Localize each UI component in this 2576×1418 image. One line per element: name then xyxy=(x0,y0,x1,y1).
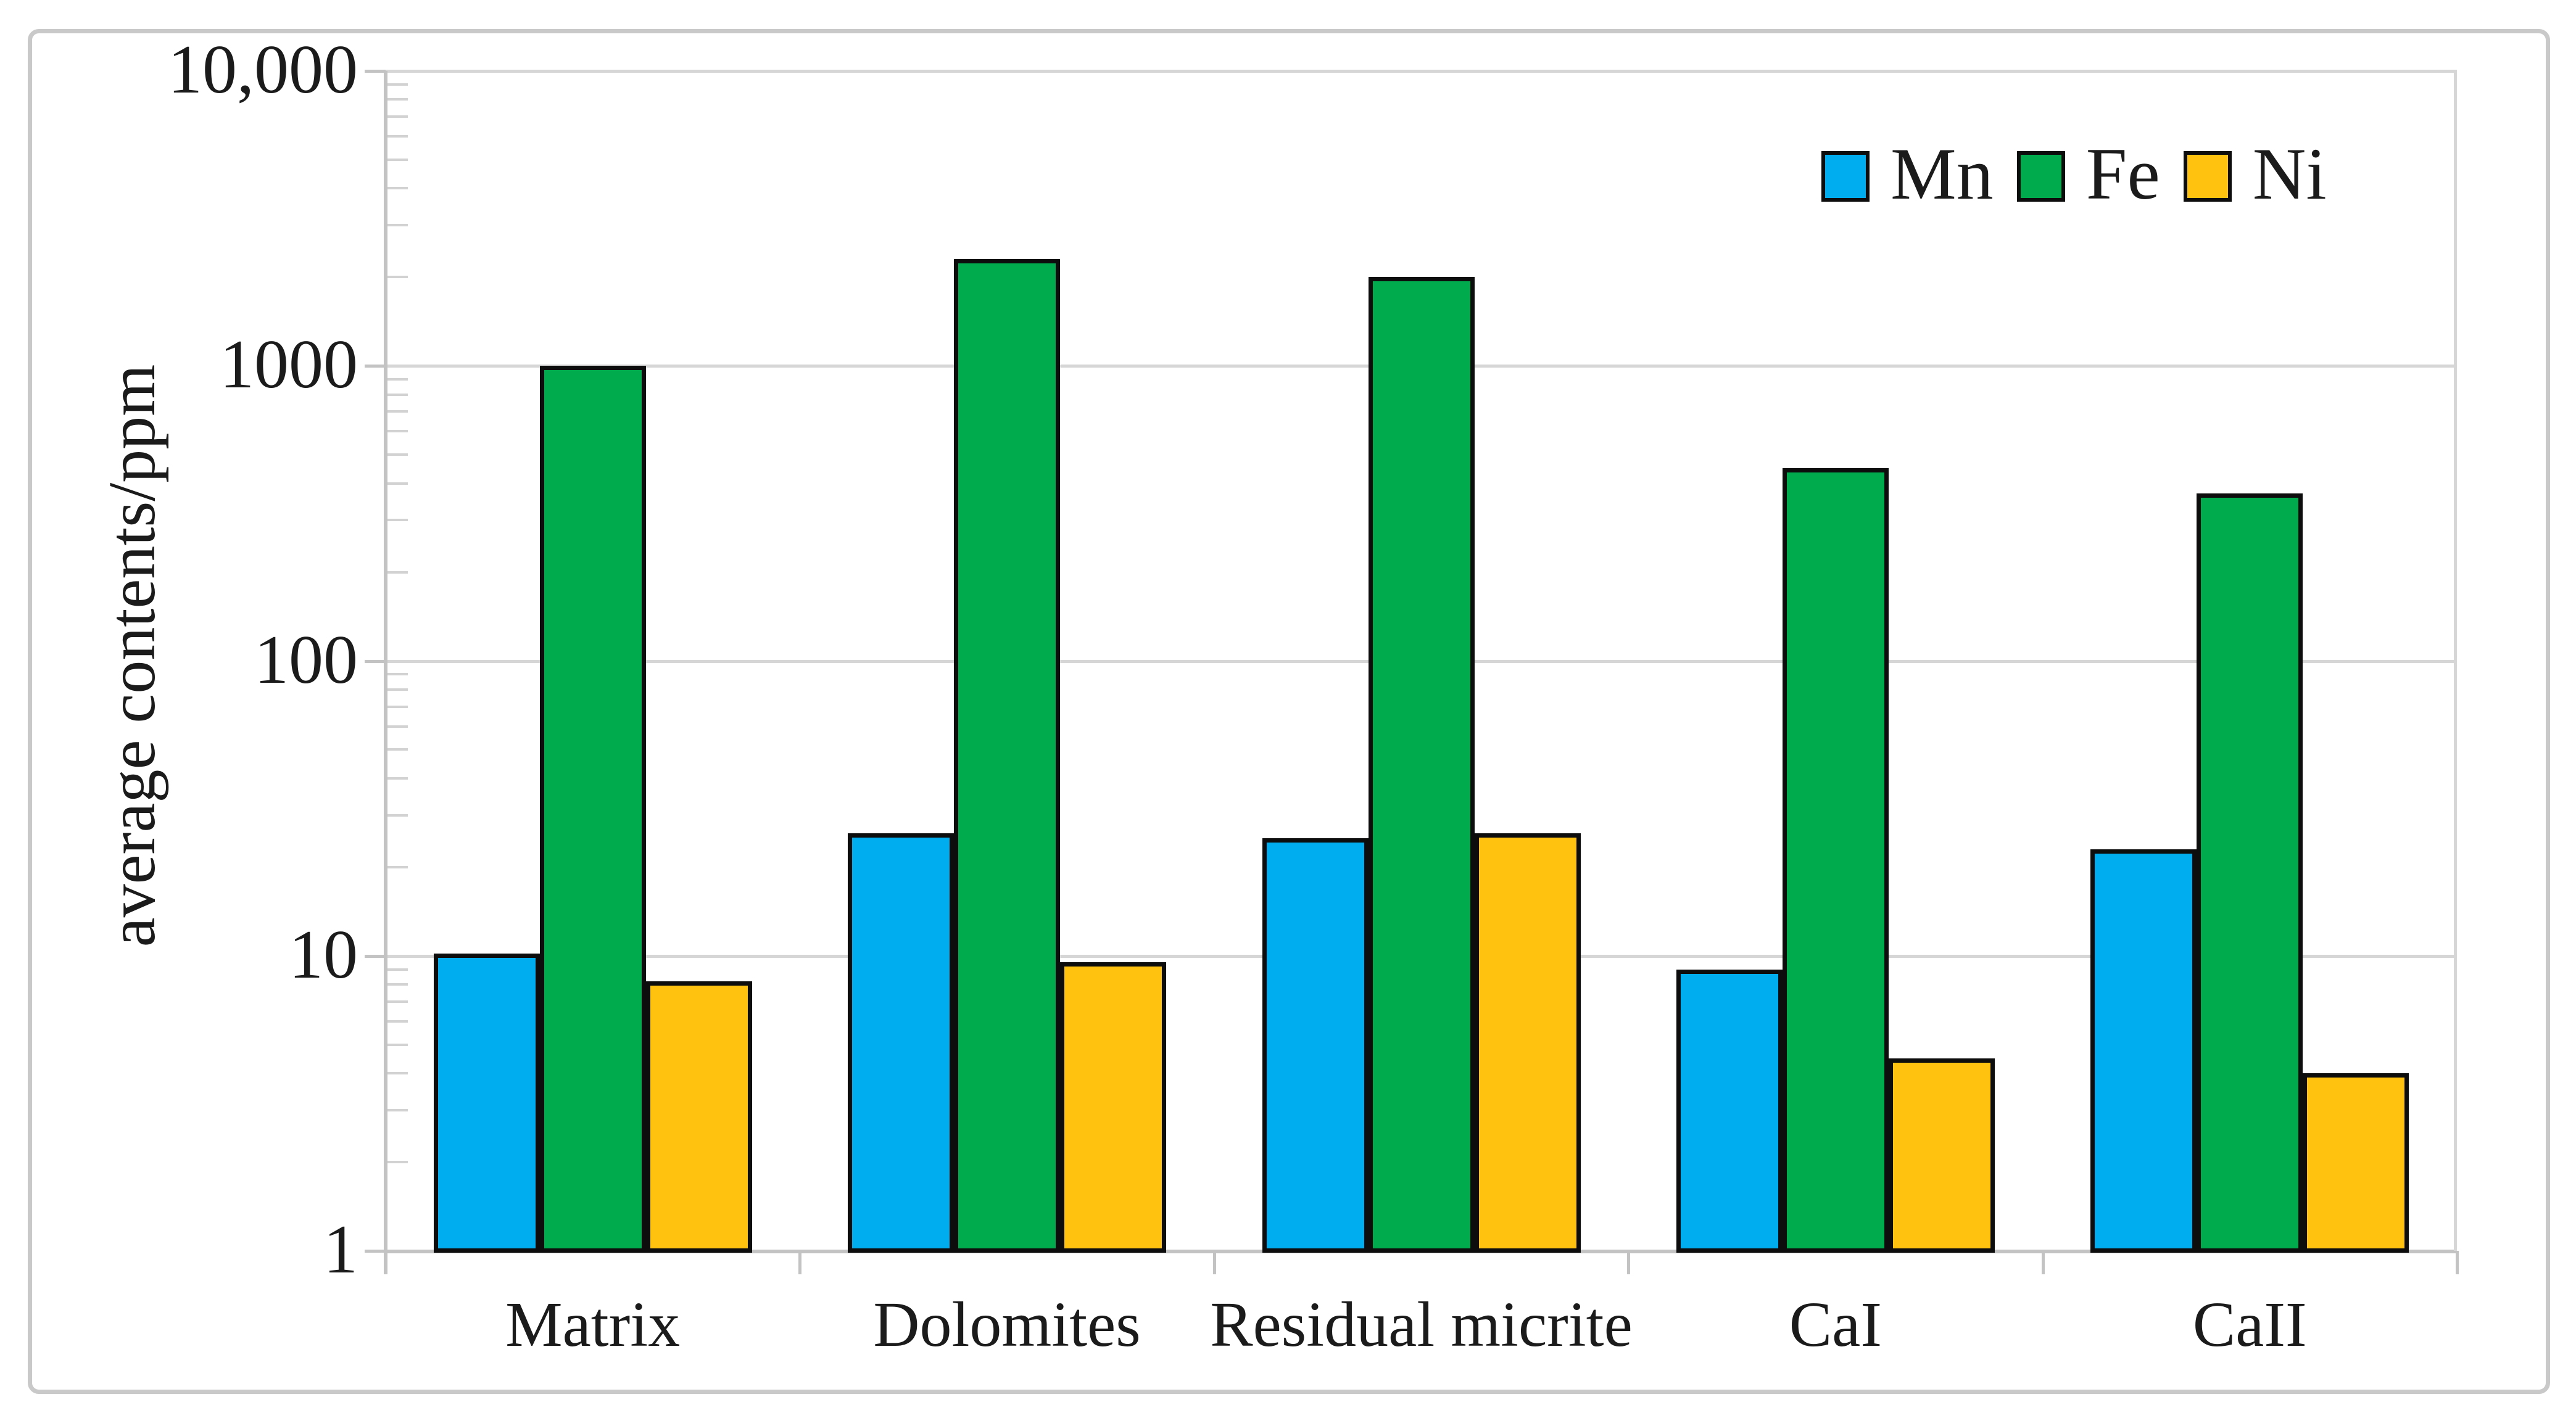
legend-swatch-mn xyxy=(1821,151,1870,202)
bar-ni-caii xyxy=(2303,1073,2409,1253)
y-minor-tick xyxy=(386,705,408,708)
x-axis-tick xyxy=(384,1251,387,1274)
legend-label-ni: Ni xyxy=(2252,133,2327,215)
bar-fe-residual-micrite xyxy=(1368,277,1475,1253)
y-minor-tick xyxy=(386,968,408,971)
y-minor-tick xyxy=(386,1161,408,1164)
bar-mn-dolomites xyxy=(848,833,955,1253)
y-minor-tick xyxy=(386,158,408,161)
bar-ni-matrix xyxy=(645,981,752,1253)
x-axis-tick xyxy=(798,1251,802,1274)
y-minor-tick xyxy=(386,1020,408,1023)
y-minor-tick xyxy=(386,983,408,986)
plot-right-border xyxy=(2454,71,2457,1251)
y-minor-tick xyxy=(386,410,408,413)
x-category-label-matrix: Matrix xyxy=(505,1289,681,1360)
y-minor-tick xyxy=(386,725,408,728)
y-major-tick-100 xyxy=(365,659,386,663)
y-minor-tick xyxy=(386,115,408,118)
y-minor-tick xyxy=(386,83,408,86)
y-minor-tick xyxy=(386,1043,408,1046)
x-axis-tick xyxy=(1212,1251,1216,1274)
legend-swatch-ni xyxy=(2183,151,2232,202)
legend-item-ni: Ni xyxy=(2183,133,2327,216)
y-minor-tick xyxy=(386,688,408,691)
y-minor-tick xyxy=(386,814,408,817)
gridline-10000 xyxy=(386,70,2457,73)
y-minor-tick xyxy=(386,571,408,574)
y-minor-tick xyxy=(386,777,408,780)
bar-fe-cai xyxy=(1782,468,1889,1253)
legend-item-mn: Mn xyxy=(1821,137,1994,216)
bar-ni-residual-micrite xyxy=(1474,833,1581,1253)
legend-item-fe: Fe xyxy=(2016,133,2160,216)
y-minor-tick xyxy=(386,378,408,381)
legend: Mn Fe Ni xyxy=(1821,137,2327,216)
y-minor-tick xyxy=(386,482,408,485)
y-minor-tick xyxy=(386,135,408,138)
x-category-label-residual-micrite: Residual micrite xyxy=(1210,1289,1633,1360)
y-minor-tick xyxy=(386,224,408,227)
y-minor-tick xyxy=(386,393,408,396)
y-minor-tick xyxy=(386,1108,408,1111)
y-minor-tick xyxy=(386,1072,408,1075)
y-tick-label-10000: 10,000 xyxy=(168,31,358,108)
legend-label-fe: Fe xyxy=(2085,133,2160,215)
x-category-label-caii: CaII xyxy=(2192,1289,2307,1360)
y-minor-tick xyxy=(386,430,408,433)
y-tick-label-10: 10 xyxy=(289,916,358,993)
bar-mn-residual-micrite xyxy=(1262,838,1369,1253)
bar-mn-cai xyxy=(1676,969,1783,1253)
bar-mn-caii xyxy=(2090,849,2197,1253)
x-category-label-dolomites: Dolomites xyxy=(873,1289,1141,1360)
bar-ni-dolomites xyxy=(1060,962,1167,1253)
y-tick-label-1000: 1000 xyxy=(220,326,358,403)
legend-swatch-fe xyxy=(2016,151,2065,202)
y-minor-tick xyxy=(386,519,408,522)
y-major-tick-1000 xyxy=(365,365,386,368)
y-major-tick-1 xyxy=(365,1250,386,1253)
legend-label-mn: Mn xyxy=(1891,133,1994,215)
bar-fe-dolomites xyxy=(954,259,1061,1253)
bar-fe-caii xyxy=(2197,493,2303,1253)
y-minor-tick xyxy=(386,673,408,676)
y-minor-tick xyxy=(386,865,408,868)
y-tick-label-1: 1 xyxy=(323,1211,358,1288)
bar-ni-cai xyxy=(1888,1058,1995,1253)
x-category-label-cai: CaI xyxy=(1789,1289,1882,1360)
y-minor-tick xyxy=(386,748,408,751)
bar-fe-matrix xyxy=(539,366,646,1253)
x-axis-tick xyxy=(1627,1251,1631,1274)
y-minor-tick xyxy=(386,98,408,101)
y-tick-label-100: 100 xyxy=(254,621,358,698)
x-axis-tick xyxy=(2456,1251,2459,1274)
y-minor-tick xyxy=(386,187,408,190)
y-minor-tick xyxy=(386,1000,408,1003)
bar-mn-matrix xyxy=(433,953,540,1253)
y-major-tick-10 xyxy=(365,954,386,958)
y-minor-tick xyxy=(386,453,408,456)
x-axis-tick xyxy=(2041,1251,2045,1274)
y-axis-line xyxy=(384,71,387,1274)
y-major-tick-10000 xyxy=(365,70,386,73)
y-minor-tick xyxy=(386,276,408,279)
